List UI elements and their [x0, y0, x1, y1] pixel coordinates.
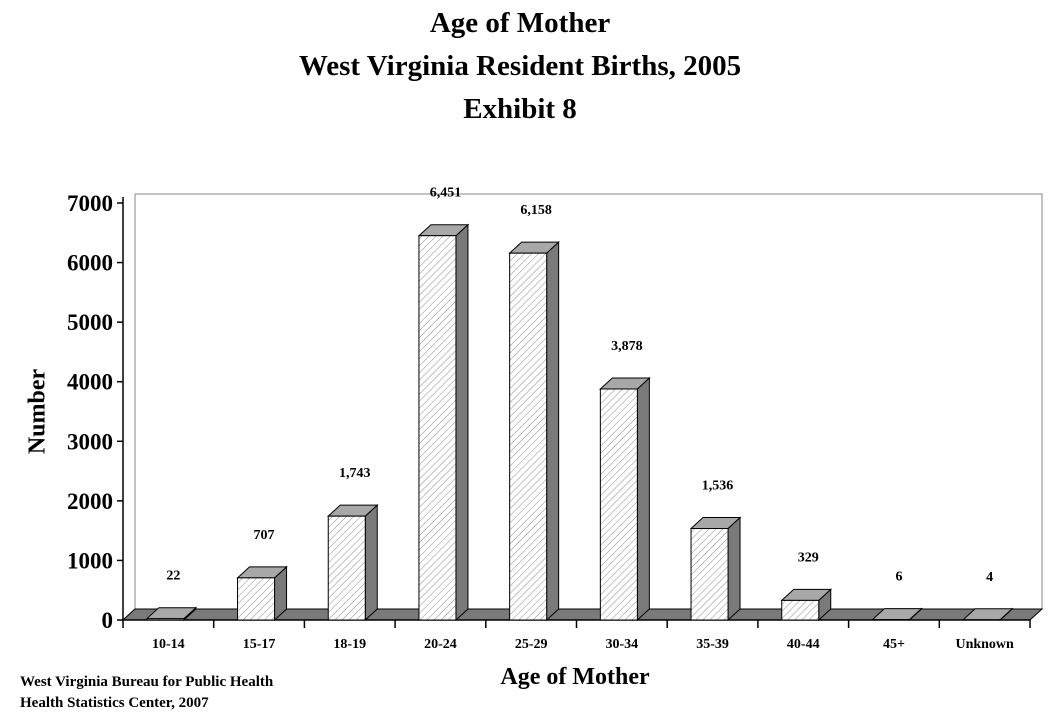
x-tick-label: Unknown — [955, 637, 1014, 652]
bar — [871, 607, 923, 622]
bar — [689, 516, 742, 622]
bar — [236, 565, 288, 622]
chart-title-line-3: Exhibit 8 — [463, 93, 577, 125]
bar — [780, 588, 833, 622]
y-tick-label: 5000 — [67, 310, 113, 335]
y-tick-label: 2000 — [67, 489, 113, 514]
x-tick-label: 15-17 — [243, 637, 276, 652]
source-line-2: Health Statistics Center, 2007 — [20, 695, 209, 711]
bar-side — [455, 223, 469, 622]
bar — [326, 504, 379, 622]
bar-value-label: 6,451 — [430, 186, 462, 201]
y-tick-label: 0 — [102, 608, 114, 633]
bar-front — [509, 252, 548, 621]
x-tick-label: 18-19 — [333, 637, 366, 652]
bar-value-label: 22 — [166, 569, 180, 584]
y-axis: 0 1000 2000 3000 4000 5000 6000 7000 — [67, 191, 124, 633]
bars: 22 707 1,743 6,451 6,158 3,878 1,536 329 6 4 — [145, 186, 1014, 622]
bar-side — [727, 516, 741, 622]
bar — [599, 376, 651, 622]
bar-value-label: 3,878 — [611, 339, 643, 354]
bar-side — [546, 241, 560, 622]
x-tick-label: 20-24 — [424, 637, 457, 652]
chart-title-line-1: Age of Mother — [429, 7, 611, 39]
chart-title-line-2: West Virginia Resident Births, 2005 — [298, 50, 742, 82]
y-tick-label: 3000 — [67, 429, 113, 454]
x-axis-label: Age of Mother — [500, 664, 650, 690]
plot-frame — [122, 193, 1043, 621]
bar-side — [364, 504, 378, 622]
bar-front — [418, 235, 457, 621]
bar-value-label: 329 — [798, 550, 819, 565]
x-tick-label: 10-14 — [152, 637, 185, 652]
x-axis: 10-14 15-17 18-19 20-24 25-29 30-34 35-39 40-44… — [122, 619, 1031, 652]
bar-front — [690, 527, 729, 621]
bar-front — [327, 515, 366, 621]
bar-front — [781, 599, 820, 621]
bar — [508, 241, 560, 622]
bar-value-label: 6 — [895, 570, 902, 585]
bar-value-label: 6,158 — [520, 203, 552, 218]
chart-title: Age of Mother West Virginia Resident Bir… — [0, 2, 1040, 131]
y-tick-label: 7000 — [67, 191, 113, 216]
bar — [417, 223, 470, 622]
x-tick-label: 45+ — [883, 637, 905, 652]
x-tick-label: 35-39 — [696, 637, 729, 652]
bar-value-label: 1,536 — [702, 478, 734, 493]
bar — [961, 607, 1014, 622]
x-tick-label: 25-29 — [515, 637, 548, 652]
bar-front — [146, 618, 185, 621]
x-tick-label: 30-34 — [606, 637, 639, 652]
y-axis-label: Number — [24, 368, 51, 455]
y-tick-label: 6000 — [67, 251, 113, 276]
bar-value-label: 1,743 — [339, 466, 371, 481]
y-tick-label: 1000 — [67, 548, 113, 573]
y-tick-label: 4000 — [67, 370, 113, 395]
source-note: West Virginia Bureau for Public Health H… — [20, 672, 273, 714]
bar-front — [237, 577, 276, 621]
bar-side — [636, 376, 650, 622]
bar-front — [599, 388, 638, 621]
bar — [145, 606, 198, 622]
x-tick-label: 40-44 — [787, 637, 820, 652]
source-line-1: West Virginia Bureau for Public Health — [20, 674, 274, 690]
bar-value-label: 4 — [986, 570, 993, 585]
plot-back-wall — [122, 193, 1043, 621]
bar-value-label: 707 — [254, 528, 275, 543]
